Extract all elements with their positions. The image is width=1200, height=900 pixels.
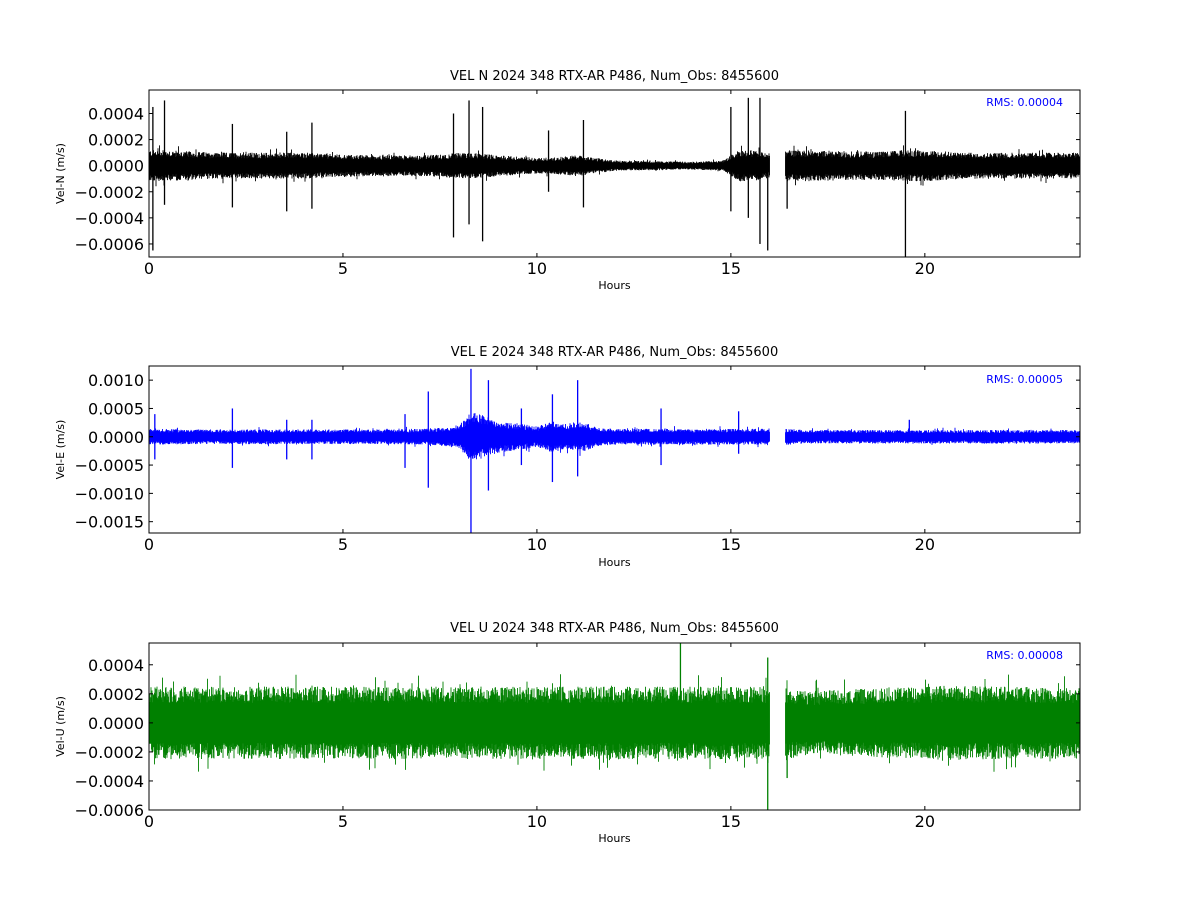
x-tick-label: 15 bbox=[721, 535, 741, 554]
y-tick-label: −0.0006 bbox=[75, 801, 144, 820]
y-tick-labels: −0.0006 −0.0004 −0.0002 0.0000 0.0002 0.0004 bbox=[75, 656, 144, 820]
tick-marks bbox=[148, 90, 1080, 257]
y-tick-label: 0.0000 bbox=[88, 428, 144, 447]
y-tick-label: −0.0004 bbox=[75, 209, 144, 228]
x-tick-label: 20 bbox=[915, 812, 935, 831]
x-tick-label: 10 bbox=[527, 812, 547, 831]
x-tick-labels: 0 5 10 15 20 bbox=[144, 812, 935, 831]
y-tick-label: −0.0015 bbox=[75, 513, 144, 532]
y-tick-label: 0.0000 bbox=[88, 157, 144, 176]
rms-annotation: RMS: 0.00005 bbox=[986, 373, 1063, 386]
y-tick-label: 0.0010 bbox=[88, 371, 144, 390]
y-tick-label: 0.0004 bbox=[88, 104, 144, 123]
x-tick-label: 5 bbox=[338, 812, 348, 831]
x-tick-label: 0 bbox=[144, 535, 154, 554]
tick-marks bbox=[148, 643, 1080, 811]
plot-area bbox=[149, 368, 1080, 533]
y-axis-label: Vel-E (m/s) bbox=[54, 420, 67, 480]
chart-title: VEL E 2024 348 RTX-AR P486, Num_Obs: 845… bbox=[451, 345, 778, 360]
y-tick-label: −0.0010 bbox=[75, 484, 144, 503]
tick-marks bbox=[148, 366, 1080, 533]
y-tick-label: 0.0000 bbox=[88, 714, 144, 733]
rms-annotation: RMS: 0.00004 bbox=[986, 96, 1063, 109]
plot-area bbox=[149, 97, 1080, 257]
axes-frame bbox=[148, 89, 1081, 258]
series-trace bbox=[149, 413, 1080, 460]
y-tick-label: 0.0002 bbox=[88, 131, 144, 150]
y-tick-labels: −0.0006 −0.0004 −0.0002 0.0000 0.0002 0.0004 bbox=[75, 104, 144, 253]
panel-vel-n: VEL N 2024 348 RTX-AR P486, Num_Obs: 845… bbox=[54, 69, 1081, 292]
y-axis-label: Vel-U (m/s) bbox=[54, 696, 67, 757]
x-axis-label: Hours bbox=[598, 832, 630, 845]
x-tick-label: 10 bbox=[527, 259, 547, 278]
axes-frame bbox=[148, 365, 1081, 534]
x-tick-label: 0 bbox=[144, 259, 154, 278]
x-tick-label: 5 bbox=[338, 535, 348, 554]
x-tick-label: 20 bbox=[915, 259, 935, 278]
y-tick-label: 0.0002 bbox=[88, 685, 144, 704]
series-trace bbox=[149, 674, 1080, 772]
x-tick-label: 15 bbox=[721, 259, 741, 278]
x-tick-label: 15 bbox=[721, 812, 741, 831]
x-axis-label: Hours bbox=[598, 279, 630, 292]
chart-title: VEL N 2024 348 RTX-AR P486, Num_Obs: 845… bbox=[450, 69, 779, 84]
x-tick-label: 10 bbox=[527, 535, 547, 554]
x-tick-label: 20 bbox=[915, 535, 935, 554]
panel-vel-e: VEL E 2024 348 RTX-AR P486, Num_Obs: 845… bbox=[54, 345, 1081, 569]
y-tick-label: −0.0002 bbox=[75, 183, 144, 202]
rms-annotation: RMS: 0.00008 bbox=[986, 649, 1063, 662]
y-tick-label: −0.0004 bbox=[75, 772, 144, 791]
y-tick-label: −0.0002 bbox=[75, 743, 144, 762]
y-tick-label: −0.0006 bbox=[75, 235, 144, 254]
x-tick-labels: 0 5 10 15 20 bbox=[144, 535, 935, 554]
x-tick-label: 5 bbox=[338, 259, 348, 278]
chart-title: VEL U 2024 348 RTX-AR P486, Num_Obs: 845… bbox=[450, 621, 779, 636]
y-axis-label: Vel-N (m/s) bbox=[54, 143, 67, 204]
y-tick-labels: −0.0015 −0.0010 −0.0005 0.0000 0.0005 0.0010 bbox=[75, 371, 144, 532]
plot-area bbox=[149, 643, 1080, 810]
y-tick-label: 0.0005 bbox=[88, 399, 144, 418]
axes-frame bbox=[148, 642, 1081, 811]
x-tick-label: 0 bbox=[144, 812, 154, 831]
x-axis-label: Hours bbox=[598, 556, 630, 569]
y-tick-label: −0.0005 bbox=[75, 456, 144, 475]
y-tick-label: 0.0004 bbox=[88, 656, 144, 675]
panel-vel-u: VEL U 2024 348 RTX-AR P486, Num_Obs: 845… bbox=[54, 621, 1081, 845]
x-tick-labels: 0 5 10 15 20 bbox=[144, 259, 935, 278]
